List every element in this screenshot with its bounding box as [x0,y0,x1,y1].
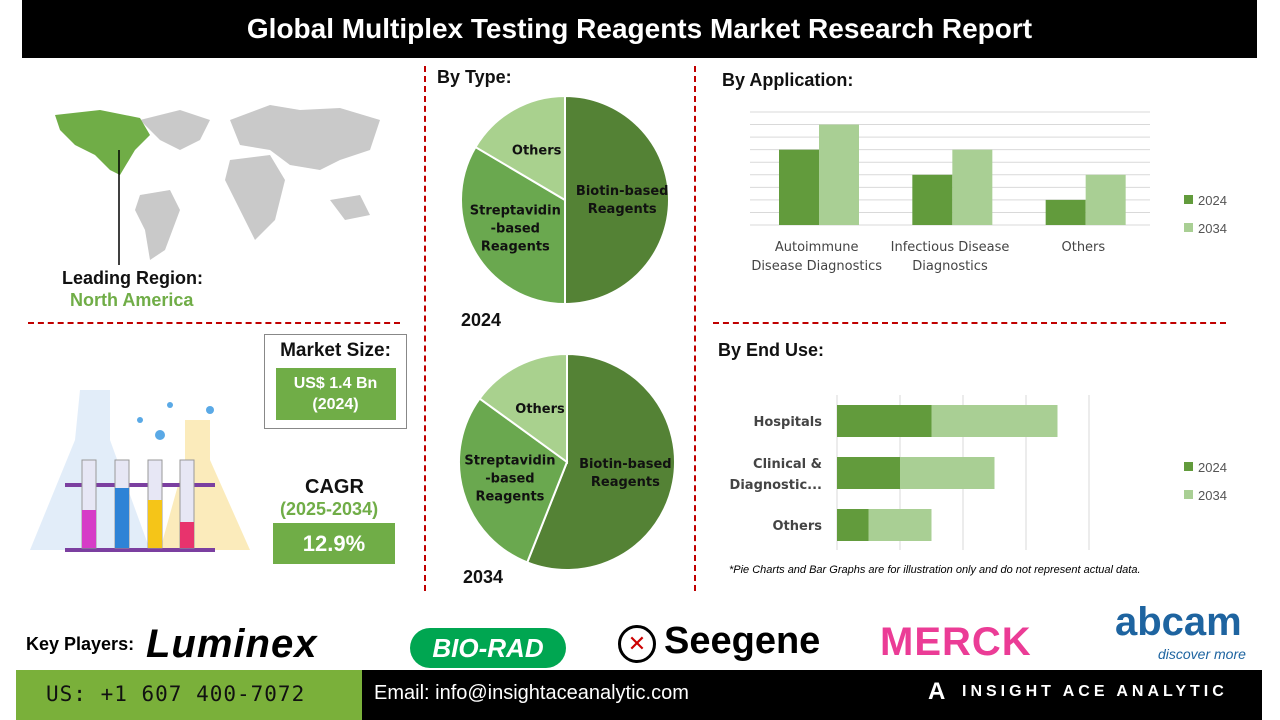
abcam-tagline: discover more [1158,646,1246,662]
seegene-logo: Seegene [664,620,821,662]
market-size-card: Market Size: US$ 1.4 Bn (2024) [264,334,407,429]
abcam-logo: abcam [1115,600,1242,644]
legend-swatch [1184,462,1193,471]
pie-slice-label: Streptavidin -based Reagents [464,454,555,505]
by-application-title: By Application: [722,70,854,90]
category-label: Diagnostics [912,259,988,274]
cagr-value: 12.9% [273,523,395,564]
market-size-label: Market Size: [280,340,391,361]
market-size-value: US$ 1.4 Bn [293,375,378,392]
legend-label: 2024 [1198,193,1227,208]
bar-2024 [837,509,869,541]
divider [28,322,400,324]
bar-2024 [779,149,819,225]
divider [713,322,1226,324]
by-type-title: By Type: [437,67,512,87]
pie-year-2024: 2024 [461,310,502,330]
bar-2024 [837,457,900,489]
market-size-year: (2024) [312,396,359,413]
report-title: Global Multiplex Testing Reagents Market… [22,0,1257,58]
pie-slice [525,352,676,571]
bar-2034 [931,405,1058,437]
category-label: Others [773,519,823,534]
category-label: Autoimmune [775,240,859,255]
pie-slice [474,94,566,202]
key-players-label: Key Players: [26,634,135,654]
by-end-use-title: By End Use: [718,340,825,360]
cagr-period: (2025-2034) [280,499,379,519]
pie-slice-label: Others [512,143,562,158]
bar-2034 [819,124,859,225]
pie-slice [564,94,670,306]
bar-2024 [837,405,932,437]
leading-region-value: North America [70,290,194,310]
divider [424,66,426,591]
biorad-logo: BIO-RAD [410,628,566,668]
legend-label: 2024 [1198,460,1227,475]
lab-flasks-illustration [30,390,250,552]
bar-2034 [952,149,993,225]
legend-swatch [1184,223,1193,232]
footer-bar: Email: info@insightaceanalytic.com A INS… [362,670,1262,720]
bar-2024 [912,174,953,225]
disclaimer: *Pie Charts and Bar Graphs are for illus… [729,564,1141,576]
pie-slice-label: Others [515,402,565,417]
divider [694,66,696,591]
north-america-highlight [55,110,150,175]
cagr-label: CAGR [305,476,364,498]
pie-slice [458,397,569,564]
category-label: Infectious Disease [891,240,1010,255]
pie-slice [478,352,568,464]
legend-label: 2034 [1198,488,1227,503]
legend-swatch [1184,490,1193,499]
leading-region-label: Leading Region: [62,268,203,288]
footer-brand: INSIGHT ACE ANALYTIC [962,683,1228,700]
legend-swatch [1184,195,1193,204]
footer-email[interactable]: Email: info@insightaceanalytic.com [374,682,689,704]
merck-logo: MERCK [880,620,1032,664]
pie-slice-label: Biotin-based Reagents [579,457,672,490]
pie-chart-2034: Biotin-based Reagents Streptavidin -based Re… [458,352,676,571]
bar-2034 [1085,174,1126,225]
category-label: Disease Diagnostics [751,259,882,274]
end-use-bar-chart: Hospitals Clinical & Diagnostic... Others 20… [730,395,1227,550]
pie-slice [460,145,566,306]
bar-2034 [868,509,932,541]
pie-year-2034: 2034 [463,567,504,587]
category-label: Clinical & [753,457,822,472]
pie-slice-label: Streptavidin -based Reagents [470,203,561,254]
category-label: Hospitals [754,415,823,430]
legend-label: 2034 [1198,221,1227,236]
category-label: Diagnostic... [730,478,822,493]
pie-slice-label: Biotin-based Reagents [576,184,669,217]
pie-chart-2024: Biotin-based Reagents Streptavidin -based Re… [460,94,670,306]
brand-icon: A [928,678,946,705]
application-bar-chart: Autoimmune Disease Diagnostics Infectious … [750,111,1227,274]
category-label: Others [1061,240,1105,255]
footer-phone[interactable]: US: +1 607 400-7072 [16,670,362,720]
bar-2034 [900,457,995,489]
seegene-icon: ✕ [618,625,656,663]
bar-2024 [1045,199,1086,225]
world-map [55,105,380,265]
luminex-logo: Luminex [146,622,318,666]
